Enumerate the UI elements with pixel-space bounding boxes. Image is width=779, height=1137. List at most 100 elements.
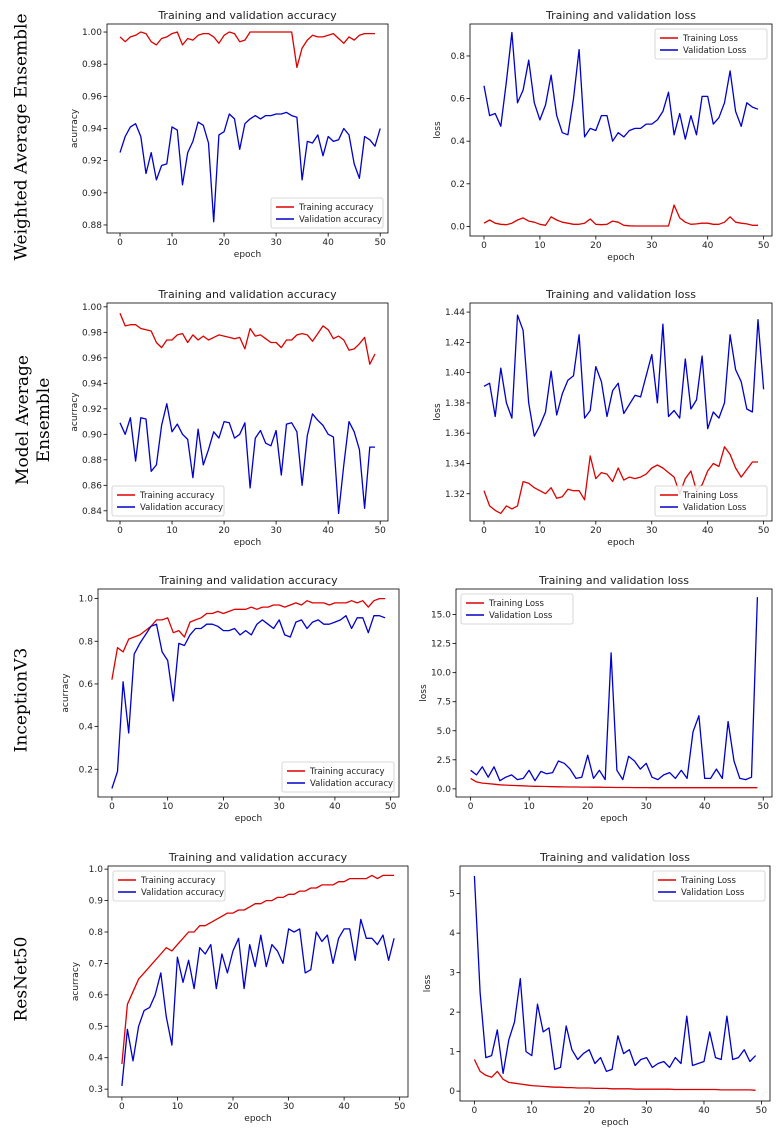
chart-model-average-loss: Training and validation loss 0 10 20 30 40 50 1… xyxy=(433,288,773,548)
x-tick-label: 30 xyxy=(270,238,282,248)
legend: Training accuracy Validation accuracy xyxy=(270,197,384,229)
x-tick-label: 20 xyxy=(218,526,230,536)
x-tick-label: 10 xyxy=(162,802,174,812)
chart-title: Training and validation loss xyxy=(539,851,690,864)
plot-frame xyxy=(459,865,771,1102)
x-tick-label: 20 xyxy=(583,1106,595,1116)
y-axis-label: acurracy xyxy=(71,961,81,1001)
series-line-training-accuracy xyxy=(119,31,375,69)
x-tick-label: 50 xyxy=(758,526,770,536)
x-tick-label: 20 xyxy=(590,241,602,251)
y-tick-label: 1 xyxy=(449,1048,455,1058)
x-axis-label: epoch xyxy=(601,1118,628,1128)
x-tick-label: 40 xyxy=(698,1106,710,1116)
legend: Training Loss Validation Loss xyxy=(652,870,766,902)
x-tick-label: 0 xyxy=(481,241,487,251)
y-tick-label: 4 xyxy=(449,929,455,939)
legend-label: Training Loss xyxy=(488,599,544,609)
y-tick-label: 0.6 xyxy=(451,95,466,105)
x-tick-label: 20 xyxy=(227,1102,239,1112)
y-tick-label: 0.90 xyxy=(82,189,102,199)
series-line-validation-loss xyxy=(483,314,765,437)
x-tick-label: 30 xyxy=(270,526,282,536)
legend-label: Validation accuracy xyxy=(310,779,393,789)
y-tick-label: 0.7 xyxy=(89,959,103,969)
y-tick-label: 0.92 xyxy=(82,405,102,415)
series-line-training-accuracy xyxy=(119,312,376,365)
x-axis-label: epoch xyxy=(607,538,634,548)
x-tick-label: 10 xyxy=(534,241,546,251)
x-tick-label: 40 xyxy=(702,526,714,536)
legend: Training Loss Validation Loss xyxy=(460,593,574,625)
x-tick-label: 30 xyxy=(641,1106,653,1116)
plot-frame xyxy=(107,865,409,1098)
series-line-training-loss xyxy=(473,1059,756,1091)
x-tick-label: 30 xyxy=(273,802,285,812)
x-tick-label: 10 xyxy=(523,802,535,812)
y-tick-label: 0.90 xyxy=(82,430,102,440)
series-line-training-accuracy xyxy=(111,597,386,680)
y-tick-label: 5 xyxy=(449,890,455,900)
x-axis-label: epoch xyxy=(234,538,261,548)
series-line-training-loss xyxy=(483,204,758,227)
chart-weighted-accuracy: Training and validation accuracy 0 10 20 30 4… xyxy=(70,9,389,260)
x-tick-label: 10 xyxy=(166,526,178,536)
legend-label: Validation Loss xyxy=(681,888,745,898)
y-tick-label: 0.2 xyxy=(79,765,93,775)
legend-label: Validation accuracy xyxy=(299,215,382,225)
y-tick-label: 3 xyxy=(449,969,455,979)
x-tick-label: 0 xyxy=(117,526,123,536)
legend-label: Validation accuracy xyxy=(141,888,224,898)
x-tick-label: 20 xyxy=(590,526,602,536)
chart-inceptionv3-accuracy: Training and validation accuracy 0 10 20 30 4… xyxy=(61,574,400,824)
legend: Training accuracy Validation accuracy xyxy=(281,761,395,793)
series-line-validation-accuracy xyxy=(111,615,386,789)
y-tick-label: 0.4 xyxy=(451,137,466,147)
x-axis-label: epoch xyxy=(235,814,262,824)
y-tick-label: 0.3 xyxy=(89,1085,103,1095)
y-tick-label: 10.0 xyxy=(431,669,451,679)
y-axis-label: loss xyxy=(423,974,433,992)
x-tick-label: 0 xyxy=(119,1102,125,1112)
x-tick-label: 0 xyxy=(117,238,123,248)
chart-title: Training and validation loss xyxy=(545,288,696,301)
y-axis-label: acurracy xyxy=(70,108,80,148)
legend: Training accuracy Validation accuracy xyxy=(111,485,225,517)
x-tick-label: 20 xyxy=(582,802,594,812)
y-tick-label: 15.0 xyxy=(431,611,451,621)
chart-resnet50-accuracy: Training and validation accuracy 0 10 20 30 4… xyxy=(71,851,409,1124)
y-tick-label: 2 xyxy=(449,1008,455,1018)
y-tick-label: 1.0 xyxy=(79,595,94,605)
legend-label: Training accuracy xyxy=(298,203,374,213)
legend-label: Validation Loss xyxy=(683,503,747,513)
series-line-validation-loss xyxy=(483,31,759,142)
y-tick-label: 0.94 xyxy=(82,379,102,389)
legend: Training accuracy Validation accuracy xyxy=(112,870,226,902)
x-tick-label: 10 xyxy=(534,526,546,536)
y-tick-label: 0.96 xyxy=(82,354,102,364)
legend-label: Validation accuracy xyxy=(140,503,223,513)
chart-resnet50-loss: Training and validation loss 0 10 20 30 40 50 0… xyxy=(423,851,771,1128)
x-tick-label: 30 xyxy=(646,241,658,251)
x-tick-label: 0 xyxy=(471,1106,477,1116)
y-tick-label: 1.00 xyxy=(82,28,102,38)
y-tick-label: 0.96 xyxy=(82,92,102,102)
y-axis-label: loss xyxy=(433,121,443,139)
x-tick-label: 20 xyxy=(218,802,230,812)
x-tick-label: 50 xyxy=(756,1106,768,1116)
x-tick-label: 50 xyxy=(374,526,386,536)
y-tick-label: 0.4 xyxy=(89,1054,104,1064)
legend-label: Validation Loss xyxy=(683,46,747,56)
x-tick-label: 30 xyxy=(646,526,658,536)
x-axis-label: epoch xyxy=(234,250,261,260)
legend-label: Training Loss xyxy=(680,876,736,886)
y-tick-label: 1.42 xyxy=(445,338,465,348)
series-line-validation-loss xyxy=(473,875,757,1075)
x-tick-label: 40 xyxy=(338,1102,350,1112)
y-tick-label: 0.98 xyxy=(82,60,102,70)
series-line-validation-accuracy xyxy=(119,111,381,223)
x-tick-label: 30 xyxy=(283,1102,295,1112)
y-tick-label: 0.98 xyxy=(82,328,102,338)
plot-frame xyxy=(469,302,773,522)
plot-frame xyxy=(97,588,400,798)
